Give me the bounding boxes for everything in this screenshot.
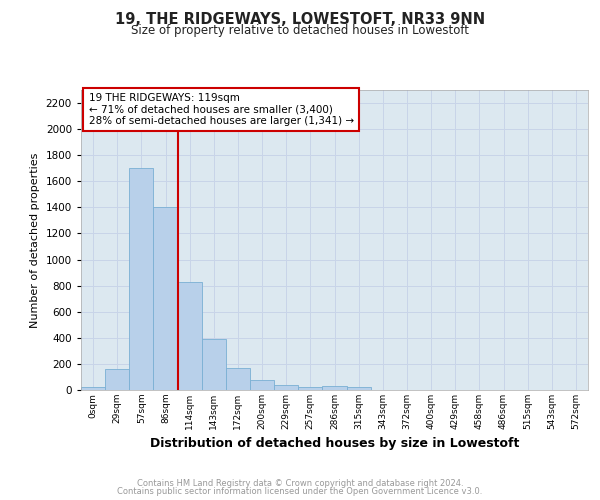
Bar xyxy=(202,339,226,390)
X-axis label: Distribution of detached houses by size in Lowestoft: Distribution of detached houses by size … xyxy=(150,438,519,450)
Bar xyxy=(178,282,202,390)
Bar xyxy=(347,388,371,390)
Bar xyxy=(250,380,274,390)
Text: 19, THE RIDGEWAYS, LOWESTOFT, NR33 9NN: 19, THE RIDGEWAYS, LOWESTOFT, NR33 9NN xyxy=(115,12,485,28)
Bar xyxy=(298,386,322,390)
Text: Contains public sector information licensed under the Open Government Licence v3: Contains public sector information licen… xyxy=(118,487,482,496)
Bar xyxy=(154,208,178,390)
Bar xyxy=(81,388,105,390)
Text: 19 THE RIDGEWAYS: 119sqm
← 71% of detached houses are smaller (3,400)
28% of sem: 19 THE RIDGEWAYS: 119sqm ← 71% of detach… xyxy=(89,93,354,126)
Y-axis label: Number of detached properties: Number of detached properties xyxy=(30,152,40,328)
Bar xyxy=(226,368,250,390)
Bar xyxy=(274,386,298,390)
Text: Size of property relative to detached houses in Lowestoft: Size of property relative to detached ho… xyxy=(131,24,469,37)
Bar xyxy=(322,386,347,390)
Text: Contains HM Land Registry data © Crown copyright and database right 2024.: Contains HM Land Registry data © Crown c… xyxy=(137,478,463,488)
Bar xyxy=(129,168,154,390)
Bar xyxy=(105,369,129,390)
